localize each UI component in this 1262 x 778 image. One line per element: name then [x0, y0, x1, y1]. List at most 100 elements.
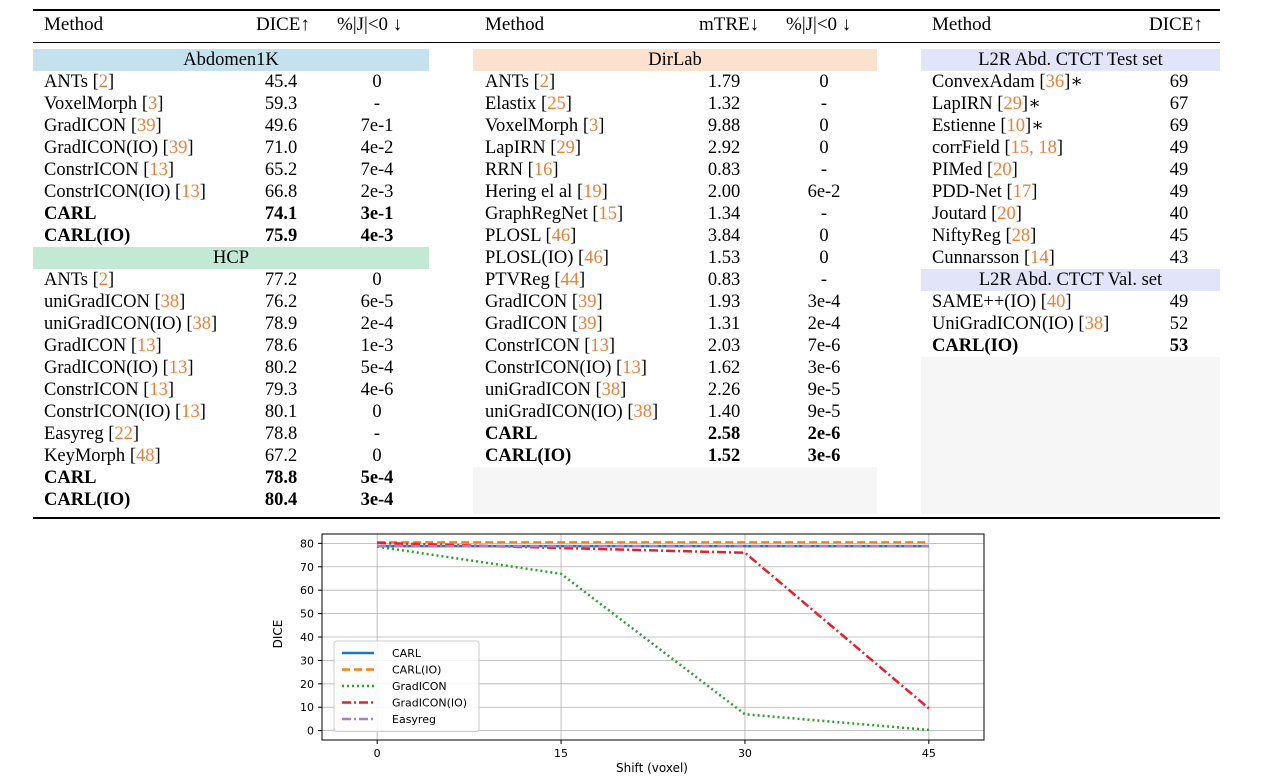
- citation-number[interactable]: 29: [556, 138, 575, 158]
- citation-number[interactable]: 2: [539, 72, 549, 92]
- citation-link[interactable]: [13]: [170, 182, 206, 202]
- citation-number[interactable]: 17: [1012, 182, 1032, 202]
- citation-link[interactable]: [2]: [528, 72, 556, 92]
- citation-number[interactable]: 10: [1006, 116, 1026, 136]
- citation-link[interactable]: [13]: [138, 380, 175, 400]
- citation-number[interactable]: 13: [181, 402, 200, 422]
- value-primary: 80.2: [264, 358, 298, 378]
- citation-number[interactable]: 13: [181, 182, 200, 202]
- citation-number[interactable]: 39: [168, 138, 188, 158]
- citation-number[interactable]: 38: [601, 380, 621, 400]
- citation-number[interactable]: 13: [149, 160, 168, 180]
- citation-number[interactable]: 20: [993, 160, 1012, 180]
- citation-number[interactable]: 15: [598, 204, 618, 224]
- citation-number[interactable]: 3: [147, 94, 158, 114]
- citation-number[interactable]: 25: [547, 94, 566, 114]
- value-primary: 1.62: [707, 358, 741, 378]
- citation-link[interactable]: [28]: [1000, 226, 1037, 246]
- citation-link[interactable]: [22]: [103, 424, 140, 444]
- citation-number[interactable]: 2: [98, 72, 108, 92]
- citation-number[interactable]: 16: [533, 160, 553, 180]
- legend-label: GradICON(IO): [392, 697, 467, 710]
- citation-link[interactable]: [46]: [540, 226, 577, 246]
- citation-link[interactable]: [19]: [572, 182, 608, 202]
- citation-number[interactable]: 39: [137, 116, 156, 136]
- citation-link[interactable]: [15]: [587, 204, 624, 224]
- citation-number[interactable]: 13: [168, 358, 188, 378]
- citation-link[interactable]: [3]: [578, 116, 605, 136]
- citation-number[interactable]: 38: [1084, 314, 1104, 334]
- citation-number[interactable]: 3: [588, 116, 599, 136]
- citation-link[interactable]: [40]: [1036, 292, 1072, 312]
- value-jacobian: -: [820, 270, 828, 290]
- citation-link[interactable]: [20]: [982, 160, 1018, 180]
- citation-number[interactable]: 48: [135, 446, 155, 466]
- citation-number[interactable]: 13: [622, 358, 641, 378]
- citation-link[interactable]: [13]: [158, 358, 194, 378]
- citation-number[interactable]: 39: [578, 314, 597, 334]
- citation-number[interactable]: 28: [1011, 226, 1031, 246]
- method-label: uniGradICON: [485, 380, 591, 400]
- method-name: Hering el al [19]: [485, 181, 608, 203]
- citation-number[interactable]: 19: [583, 182, 602, 202]
- table-row: SAME++(IO) [40] 49: [921, 291, 1220, 313]
- citation-link[interactable]: [48]: [125, 446, 161, 466]
- citation-link[interactable]: [13]: [579, 336, 616, 356]
- citation-number[interactable]: 13: [149, 380, 168, 400]
- citation-number[interactable]: 46: [551, 226, 571, 246]
- citation-link[interactable]: [39]: [126, 116, 162, 136]
- citation-number[interactable]: 39: [578, 292, 597, 312]
- x-axis-label: Shift (voxel): [616, 761, 688, 775]
- value-jacobian: 6e-5: [360, 292, 394, 312]
- citation-link[interactable]: [15, 18]: [999, 138, 1064, 158]
- citation-link[interactable]: [3]: [137, 94, 164, 114]
- value-jacobian: 3e-4: [360, 490, 394, 510]
- citation-link[interactable]: [13]: [126, 336, 162, 356]
- citation-link[interactable]: [2]: [87, 72, 115, 92]
- citation-number[interactable]: 46: [584, 248, 603, 268]
- citation-link[interactable]: [29]: [545, 138, 582, 158]
- citation-number[interactable]: 29: [1003, 94, 1022, 114]
- method-label: Cunnarsson: [932, 248, 1020, 268]
- citation-link[interactable]: [13]: [611, 358, 647, 378]
- citation-number[interactable]: 40: [1046, 292, 1066, 312]
- citation-link[interactable]: [16]: [523, 160, 559, 180]
- citation-link[interactable]: [38]: [622, 402, 659, 422]
- citation-link[interactable]: [2]: [87, 270, 115, 290]
- citation-number[interactable]: 13: [137, 336, 156, 356]
- citation-link[interactable]: [17]: [1001, 182, 1038, 202]
- citation-link[interactable]: [38]: [1073, 314, 1110, 334]
- citation-link[interactable]: [39]: [567, 292, 603, 312]
- citation-number[interactable]: 44: [560, 270, 580, 290]
- method-label: Joutard: [932, 204, 987, 224]
- citation-number[interactable]: 36: [1045, 72, 1065, 92]
- citation-link[interactable]: [10]: [995, 116, 1032, 136]
- citation-link[interactable]: [29]: [992, 94, 1029, 114]
- citation-link[interactable]: [20]: [986, 204, 1022, 224]
- citation-link[interactable]: [14]: [1019, 248, 1055, 268]
- citation-number[interactable]: 14: [1030, 248, 1049, 268]
- citation-link[interactable]: [38]: [590, 380, 627, 400]
- table-row: ConstrICON [13] 79.3 4e-6: [33, 379, 429, 401]
- citation-link[interactable]: [38]: [149, 292, 186, 312]
- citation-number[interactable]: 13: [590, 336, 609, 356]
- citation-link[interactable]: [13]: [170, 402, 206, 422]
- citation-number[interactable]: 15, 18: [1010, 138, 1057, 158]
- citation-number[interactable]: 2: [98, 270, 108, 290]
- method-name: uniGradICON [38]: [44, 291, 185, 313]
- citation-link[interactable]: [39]: [158, 138, 194, 158]
- citation-link[interactable]: [46]: [573, 248, 609, 268]
- citation-link[interactable]: [13]: [138, 160, 175, 180]
- method-label: GradICON: [44, 336, 127, 356]
- citation-number[interactable]: 38: [633, 402, 652, 422]
- citation-link[interactable]: [36]: [1034, 72, 1071, 92]
- citation-number[interactable]: 38: [160, 292, 180, 312]
- method-name: SAME++(IO) [40]: [932, 291, 1072, 313]
- citation-number[interactable]: 20: [997, 204, 1016, 224]
- citation-link[interactable]: [38]: [181, 314, 218, 334]
- citation-number[interactable]: 38: [192, 314, 211, 334]
- citation-link[interactable]: [25]: [536, 94, 572, 114]
- citation-link[interactable]: [39]: [567, 314, 603, 334]
- citation-number[interactable]: 22: [114, 424, 133, 444]
- citation-link[interactable]: [44]: [549, 270, 586, 290]
